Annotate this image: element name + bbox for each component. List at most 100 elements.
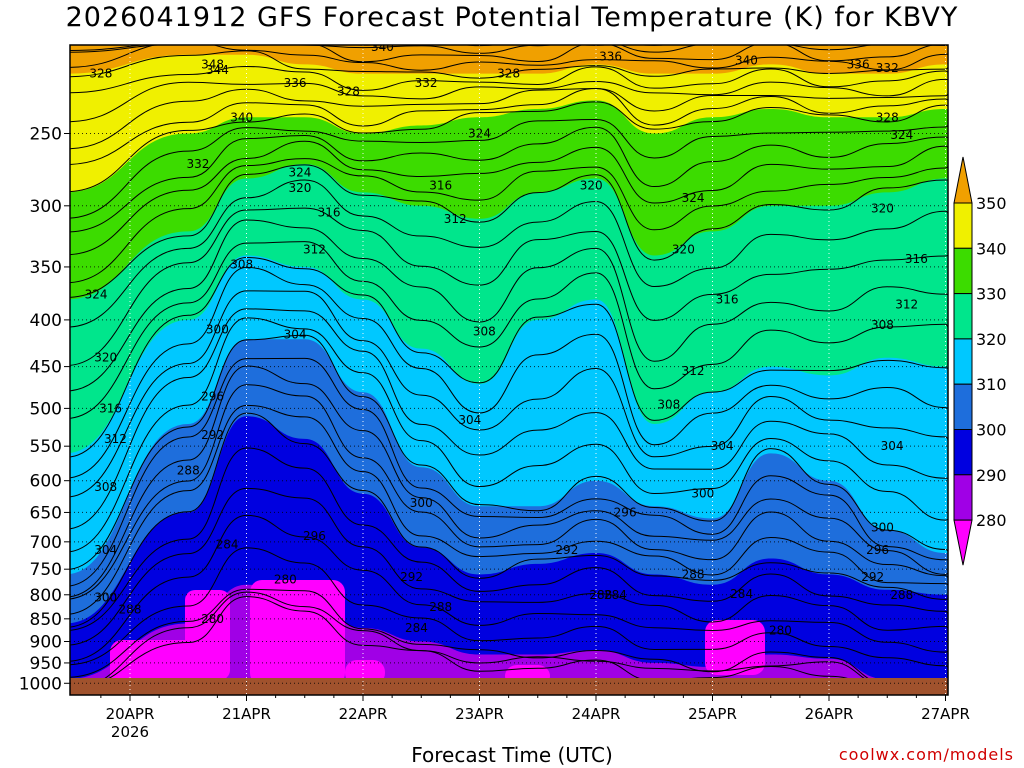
contour-line — [405, 45, 899, 47]
contour-label: 284 — [949, 676, 972, 690]
contour-line — [70, 487, 948, 646]
contour-line — [70, 126, 948, 233]
contour-line — [70, 140, 948, 255]
y-tick-label: 350 — [30, 258, 62, 278]
x-tick-label: 25APR — [688, 705, 737, 723]
contour-lines — [70, 45, 948, 695]
contour-label: 324 — [682, 191, 705, 205]
contour-label: 332 — [876, 61, 899, 75]
colorbar-swatch — [953, 429, 973, 476]
colorbar-swatch — [953, 247, 973, 295]
contour-line — [70, 45, 948, 71]
colorbar-tick-label: 340 — [976, 239, 1007, 258]
colorbar-tick-label: 300 — [976, 421, 1007, 440]
contour-label: 320 — [580, 178, 603, 192]
contour-label: 320 — [288, 181, 311, 195]
colorbar-swatch — [953, 474, 973, 521]
contour-label: 348 — [201, 57, 224, 71]
contour-line — [70, 66, 948, 94]
contour-line — [70, 317, 948, 552]
colorbar-tick-label: 330 — [976, 285, 1007, 304]
contour-label: 300 — [206, 323, 229, 337]
x-tick-label: 21APR — [222, 705, 271, 723]
contour-label: 280 — [274, 573, 297, 587]
contour-label: 344 — [206, 63, 229, 77]
contour-label: 288 — [589, 588, 612, 602]
contour-line — [70, 219, 948, 392]
contour-label: 288 — [429, 600, 452, 614]
colorbar-tick-label: 320 — [976, 330, 1007, 349]
contour-label: 320 — [672, 243, 695, 257]
contour-label: 288 — [890, 588, 913, 602]
contour-label: 304 — [94, 543, 117, 557]
contour-label: 332 — [415, 76, 438, 90]
contour-label: 340 — [230, 110, 253, 124]
contour-line — [463, 45, 948, 47]
contour-line — [70, 290, 948, 498]
x-tick-label: 20APR — [106, 705, 155, 723]
contour-label: 316 — [429, 178, 452, 192]
contour-line — [70, 207, 948, 366]
contour-label: 288 — [119, 602, 142, 616]
contour-label: 312 — [104, 432, 127, 446]
contour-label: 300 — [410, 496, 433, 510]
contour-label: 296 — [201, 389, 224, 403]
colorbar-swatch — [953, 293, 973, 340]
contour-label: 300 — [94, 590, 117, 604]
x-tick-label: 27APR — [921, 705, 970, 723]
colorbar-tick-label: 290 — [976, 466, 1007, 485]
y-tick-label: 450 — [30, 358, 62, 378]
y-tick-label: 850 — [30, 610, 62, 630]
contour-line — [70, 308, 948, 529]
contour-line — [70, 447, 948, 631]
x-tick-label: 23APR — [455, 705, 504, 723]
colorbar-swatch — [953, 383, 973, 431]
contour-line — [70, 164, 948, 298]
contour-line — [70, 119, 948, 219]
cold-pocket — [705, 620, 765, 675]
credit-text[interactable]: coolwx.com/models — [838, 745, 1014, 764]
contour-line — [70, 334, 948, 570]
contour-label: 340 — [735, 54, 758, 68]
ground-strip — [70, 678, 948, 695]
contour-line — [70, 591, 948, 694]
contour-label: 320 — [94, 351, 117, 365]
contour-label: 304 — [284, 327, 307, 341]
contour-line — [70, 78, 948, 123]
cold-pocket — [185, 590, 230, 680]
contour-label: 288 — [177, 464, 200, 478]
y-tick-label: 400 — [30, 311, 62, 331]
contour-label: 316 — [99, 401, 122, 415]
x-tick-label: 26APR — [805, 705, 854, 723]
contour-label: 316 — [318, 205, 341, 219]
contour-label: 328 — [876, 110, 899, 124]
contour-label: 336 — [847, 57, 870, 71]
contour-line — [70, 45, 948, 63]
y-tick-label: 250 — [30, 124, 62, 144]
contour-label: 308 — [871, 318, 894, 332]
y-tick-label: 700 — [30, 533, 62, 553]
contour-label: 308 — [230, 258, 253, 272]
contour-label: 308 — [94, 480, 117, 494]
contour-label: 284 — [604, 588, 627, 602]
colorbar-swatch — [953, 202, 973, 249]
contour-line — [70, 241, 948, 419]
contour-label: 336 — [284, 76, 307, 90]
contour-line — [70, 45, 948, 54]
contour-label: 304 — [881, 439, 904, 453]
contour-label: 300 — [871, 520, 894, 534]
contour-label: 328 — [497, 67, 520, 81]
y-tick-label: 600 — [30, 472, 62, 492]
y-tick-label: 550 — [30, 437, 62, 457]
contour-line — [70, 404, 948, 615]
contour-label: 340 — [371, 40, 394, 54]
y-tick-label: 650 — [30, 503, 62, 523]
x-tick-label: 22APR — [339, 705, 388, 723]
contour-label: 280 — [769, 623, 792, 637]
contour-label: 284 — [216, 538, 239, 552]
grid-lines — [70, 45, 948, 695]
contour-line — [70, 266, 948, 479]
